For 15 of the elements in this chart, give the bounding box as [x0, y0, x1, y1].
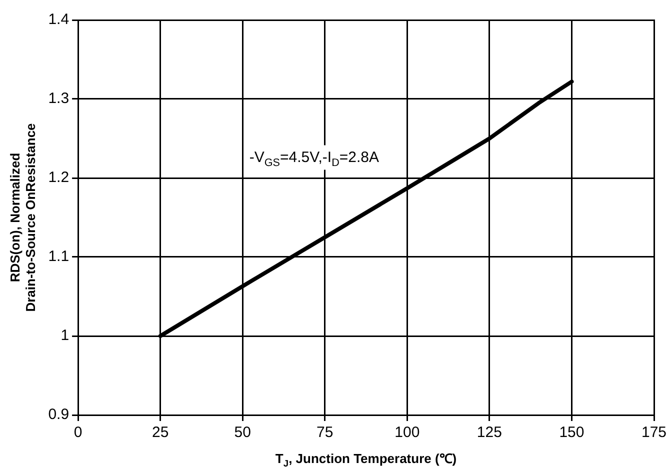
x-tick-label: 75 [316, 424, 334, 442]
y-tick-label: 1.2 [48, 169, 70, 186]
y-tick-label: 1 [60, 327, 70, 344]
y-tick-label: 1.3 [48, 90, 70, 108]
x-tick-label: 0 [74, 424, 82, 442]
x-tick-label: 25 [152, 424, 169, 442]
y-axis-title: RDS(on), Normalized Drain-to-Source OnResistance [7, 123, 38, 312]
x-tick-label: 150 [559, 424, 584, 442]
y-tick-label: 0.9 [48, 406, 70, 424]
y-tick-label: 1.1 [48, 248, 70, 266]
x-tick-label: 125 [476, 424, 502, 442]
y-tick-label: 1.4 [48, 11, 70, 28]
x-tick-label: 175 [641, 424, 667, 442]
x-tick-label: 100 [394, 424, 420, 442]
x-tick-label: 50 [234, 424, 251, 442]
